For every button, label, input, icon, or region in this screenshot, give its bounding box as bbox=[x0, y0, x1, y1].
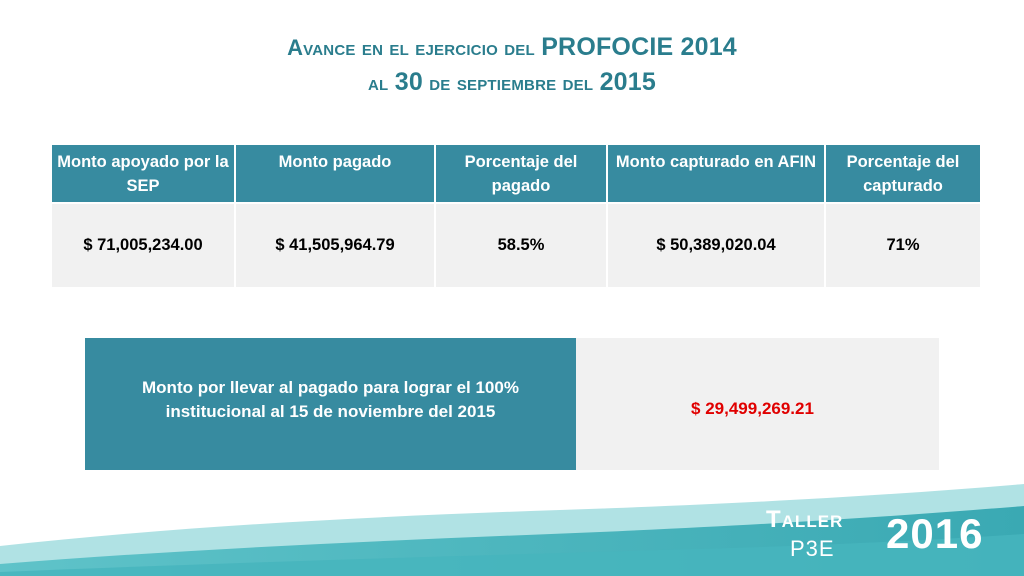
header-monto-apoyado: Monto apoyado por la SEP bbox=[52, 145, 236, 204]
cell-porcentaje-capturado: 71% bbox=[825, 203, 980, 287]
brand-logo: Taller P3E 2016 bbox=[0, 500, 1024, 576]
title-day: 30 bbox=[394, 68, 423, 96]
footer-wave-decoration bbox=[0, 484, 1024, 576]
title-line-1-prefix: Avance en el ejercicio del bbox=[287, 35, 542, 60]
table-header-row: Monto apoyado por la SEP Monto pagado Po… bbox=[52, 145, 980, 204]
title-line-1: Avance en el ejercicio del PROFOCIE 2014 bbox=[0, 30, 1024, 65]
header-porcentaje-capturado: Porcentaje del capturado bbox=[825, 145, 980, 204]
slide-title: Avance en el ejercicio del PROFOCIE 2014… bbox=[0, 30, 1024, 100]
title-line-2-prefix: al bbox=[368, 70, 395, 95]
cell-monto-pagado: $ 41,505,964.79 bbox=[235, 203, 436, 287]
title-program: PROFOCIE 2014 bbox=[541, 33, 737, 61]
pending-amount-label: Monto por llevar al pagado para lograr e… bbox=[85, 338, 576, 470]
cell-porcentaje-pagado: 58.5% bbox=[435, 203, 608, 287]
summary-table: Monto apoyado por la SEP Monto pagado Po… bbox=[52, 145, 980, 287]
title-line-2: al 30 de septiembre del 2015 bbox=[0, 65, 1024, 100]
cell-monto-apoyado: $ 71,005,234.00 bbox=[52, 203, 236, 287]
pending-amount-box: Monto por llevar al pagado para lograr e… bbox=[85, 338, 939, 470]
header-monto-capturado: Monto capturado en AFIN bbox=[607, 145, 826, 204]
header-monto-pagado: Monto pagado bbox=[235, 145, 436, 204]
title-line-2-middle: de septiembre del bbox=[422, 70, 600, 95]
header-porcentaje-pagado: Porcentaje del pagado bbox=[435, 145, 608, 204]
brand-year: 2016 bbox=[886, 510, 984, 557]
table-row: $ 71,005,234.00 $ 41,505,964.79 58.5% $ … bbox=[52, 203, 980, 287]
brand-p3e: P3E bbox=[790, 536, 835, 561]
brand-taller: Taller bbox=[766, 506, 844, 533]
title-year: 2015 bbox=[599, 68, 656, 96]
pending-amount-value: $ 29,499,269.21 bbox=[576, 338, 939, 470]
cell-monto-capturado: $ 50,389,020.04 bbox=[607, 203, 826, 287]
